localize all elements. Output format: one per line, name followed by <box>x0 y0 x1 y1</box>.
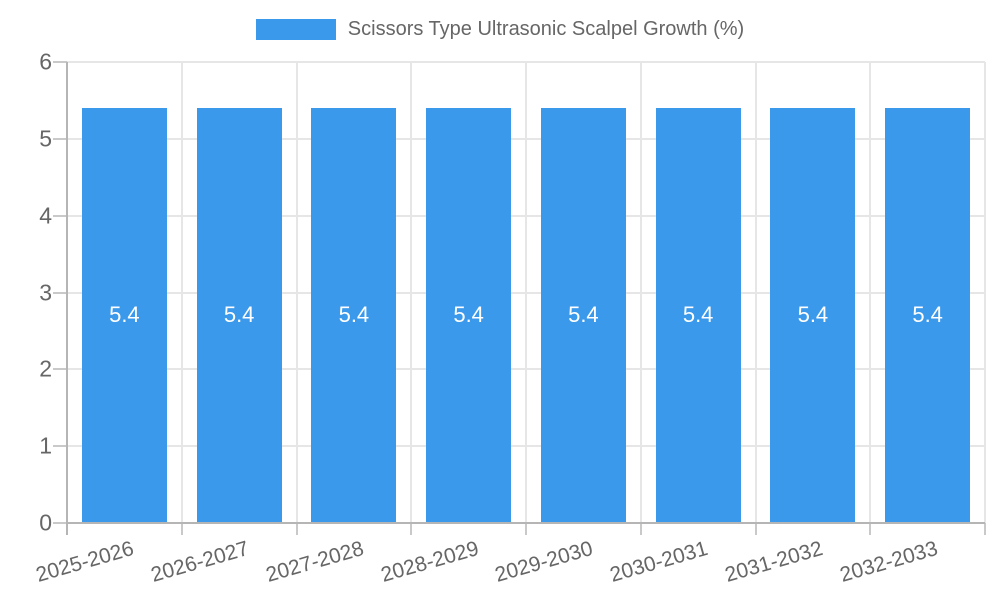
bar: 5.4 <box>540 108 626 522</box>
bar-value-label: 5.4 <box>912 302 943 328</box>
bar: 5.4 <box>196 108 282 522</box>
x-axis-line <box>66 522 985 524</box>
bar: 5.4 <box>311 108 397 522</box>
y-axis-tick-label: 6 <box>39 48 52 75</box>
legend[interactable]: Scissors Type Ultrasonic Scalpel Growth … <box>0 18 1000 41</box>
bar: 5.4 <box>655 108 741 522</box>
gridline-vertical <box>180 62 183 523</box>
x-axis-tick <box>984 523 986 535</box>
gridline-vertical <box>295 62 298 523</box>
x-axis-tick <box>869 523 872 535</box>
y-axis-tick-label: 5 <box>39 125 52 152</box>
y-axis-tick-label: 2 <box>39 355 52 382</box>
x-axis-tick <box>180 523 183 535</box>
y-axis-tick <box>53 214 67 217</box>
bar-value-label: 5.4 <box>109 302 140 328</box>
gridline-vertical <box>754 62 757 523</box>
y-axis-tick-label: 3 <box>39 279 52 305</box>
gridline-vertical <box>869 62 872 523</box>
x-axis-tick <box>639 523 642 535</box>
bar: 5.4 <box>770 108 856 522</box>
y-axis-tick-label: 4 <box>39 202 52 229</box>
bar-value-label: 5.4 <box>568 302 599 328</box>
gridline-vertical <box>639 62 642 523</box>
legend-swatch[interactable] <box>255 19 336 40</box>
y-axis-tick-label: 0 <box>39 509 52 536</box>
y-axis-tick <box>53 291 67 294</box>
bar-value-label: 5.4 <box>223 302 255 328</box>
legend-label[interactable]: Scissors Type Ultrasonic Scalpel Growth … <box>347 18 745 40</box>
y-axis-tick <box>53 522 67 524</box>
bar-value-label: 5.4 <box>682 302 714 328</box>
gridline-vertical <box>410 62 413 523</box>
bar: 5.4 <box>426 108 512 522</box>
gridline-horizontal <box>67 61 985 63</box>
y-axis-tick <box>53 61 67 63</box>
bar-value-label: 5.4 <box>453 302 484 328</box>
gridline-vertical <box>984 62 986 523</box>
bar: 5.4 <box>885 108 971 522</box>
y-axis-tick <box>53 137 67 140</box>
y-axis-tick <box>53 368 67 371</box>
y-axis-line <box>66 62 68 535</box>
x-axis-tick <box>66 523 68 535</box>
bar: 5.4 <box>81 108 167 522</box>
bar-value-label: 5.4 <box>797 302 829 328</box>
x-axis-tick <box>295 523 298 535</box>
y-axis-tick-label: 1 <box>39 432 52 459</box>
x-axis-tick <box>410 523 413 535</box>
bar-value-label: 5.4 <box>338 302 370 328</box>
gridline-vertical <box>525 62 527 523</box>
y-axis-tick <box>53 445 67 448</box>
x-axis-tick <box>754 523 757 535</box>
x-axis-tick <box>525 523 527 535</box>
